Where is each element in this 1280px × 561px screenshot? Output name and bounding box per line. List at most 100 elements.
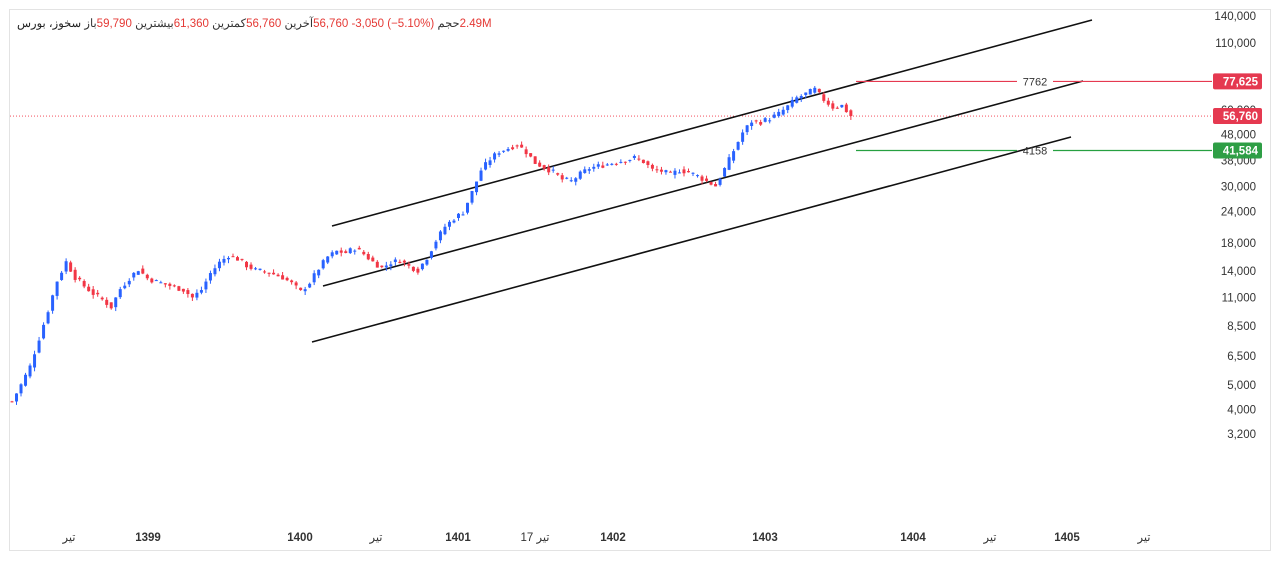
candle-body — [560, 175, 564, 180]
candle-body — [547, 167, 551, 173]
legend-open-value: 59,790 — [96, 18, 132, 30]
candle-body — [285, 277, 289, 281]
candle-body — [168, 283, 172, 286]
candle-body — [569, 180, 573, 182]
candle-body — [718, 178, 722, 185]
candle-body — [736, 142, 740, 150]
y-tick-label: 11,000 — [1222, 293, 1256, 305]
y-tick-label: 3,200 — [1227, 429, 1256, 441]
support-line-label: 4158 — [1023, 145, 1047, 157]
candle-body — [51, 295, 55, 311]
candle-body — [141, 268, 145, 274]
candle-body — [750, 122, 754, 127]
candle-body — [240, 258, 244, 260]
candle-body — [790, 99, 794, 107]
candle-body — [15, 393, 19, 402]
candle-body — [226, 257, 230, 260]
candle-body — [208, 273, 212, 281]
legend-low-label: کمترین — [212, 18, 247, 30]
support-price-badge-bg — [1213, 142, 1262, 159]
candle-body — [664, 170, 668, 173]
candle-body — [714, 184, 718, 187]
candle-body — [447, 221, 451, 227]
candle-body — [452, 220, 456, 223]
candle-body — [456, 213, 460, 218]
legend-volume-value: 2.49M — [459, 18, 492, 30]
candle-body — [565, 177, 569, 179]
candle-body — [172, 285, 176, 287]
chart-frame — [9, 9, 1271, 551]
candle-body — [136, 271, 140, 275]
candle-body — [610, 163, 614, 165]
candle-body — [19, 384, 23, 394]
candle-body — [628, 159, 632, 161]
candle-body — [804, 92, 808, 95]
candle-body — [732, 151, 736, 161]
x-tick-label: تیر — [1136, 532, 1150, 544]
x-tick-label: 1400 — [287, 532, 313, 544]
candle-body — [484, 162, 488, 170]
candle-body — [366, 254, 370, 260]
candle-body — [682, 169, 686, 174]
candle-body — [601, 165, 605, 168]
candle-body — [637, 158, 641, 160]
candle-body — [538, 162, 542, 167]
legend-symbol: سخوز، بورس — [17, 18, 82, 30]
candle-body — [87, 286, 91, 292]
candle-body — [308, 283, 312, 288]
candle-body — [745, 125, 749, 133]
candle-body — [786, 105, 790, 111]
candle-body — [335, 250, 339, 255]
candle-body — [574, 178, 578, 182]
candle-body — [466, 202, 470, 213]
candle-body — [159, 282, 163, 284]
candle-body — [69, 262, 73, 272]
legend-open-label: باز — [84, 18, 97, 30]
x-tick-label: 1399 — [135, 532, 161, 544]
candle-body — [420, 263, 424, 270]
candle-body — [443, 226, 447, 235]
candle-body — [267, 272, 271, 274]
candle-body — [276, 274, 280, 277]
candle-body — [416, 268, 420, 273]
x-tick-label: 1403 — [752, 532, 778, 544]
candle-body — [533, 156, 537, 164]
candle-body — [763, 118, 767, 122]
candle-body — [696, 175, 700, 177]
candle-body — [294, 282, 298, 286]
candle-body — [217, 261, 221, 269]
candle-body — [524, 149, 528, 155]
candle-body — [619, 161, 623, 163]
legend-volume-label: حجم — [437, 18, 460, 30]
candle-body — [754, 120, 758, 122]
candle-body — [700, 176, 704, 181]
candle-body — [150, 278, 154, 283]
candle-body — [380, 265, 384, 268]
legend-close-label: آخرین — [284, 18, 314, 30]
x-tick-label: 1402 — [600, 532, 626, 544]
y-tick-label: 6,500 — [1227, 351, 1256, 363]
candle-body — [362, 251, 366, 255]
candle-body — [781, 109, 785, 115]
candle-body — [687, 171, 690, 173]
candle-body — [488, 160, 492, 165]
candle-body — [42, 324, 46, 339]
candle-body — [434, 241, 438, 249]
candle-body — [632, 155, 636, 158]
last-price-badge-bg — [1213, 108, 1262, 125]
candle-body — [479, 170, 483, 181]
candle-body — [222, 258, 226, 263]
candle-body — [772, 114, 776, 118]
candle-body — [759, 122, 763, 125]
candle-body — [822, 94, 826, 101]
legend-change: -3,050 (−5.10%) — [351, 18, 435, 30]
candle-body — [389, 264, 393, 267]
y-tick-label: 30,000 — [1221, 182, 1256, 194]
candle-body — [37, 340, 41, 353]
candle-body — [556, 173, 560, 175]
candle-body — [290, 280, 294, 283]
candle-body — [114, 297, 118, 308]
candle-body — [826, 100, 830, 105]
candle-body — [82, 281, 86, 287]
